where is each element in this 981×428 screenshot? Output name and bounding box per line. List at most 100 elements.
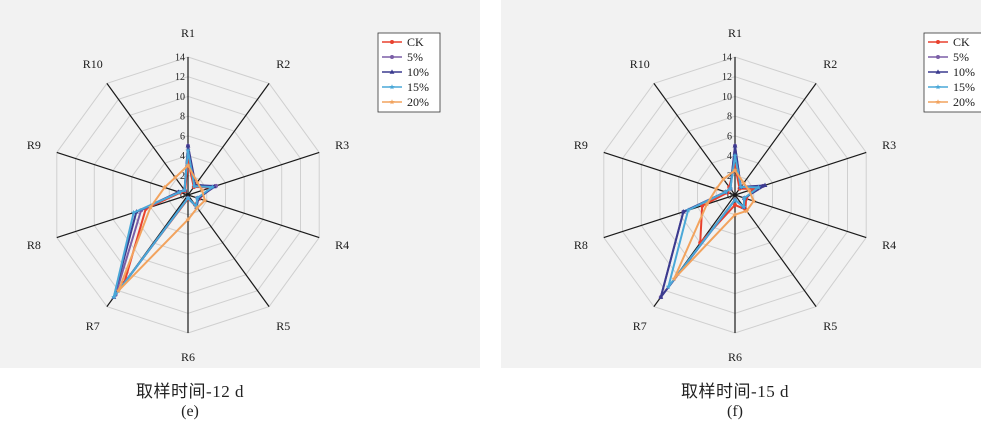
point-20pct [746, 187, 752, 193]
axis-label-r4: R4 [882, 238, 896, 252]
axis-label-r6: R6 [181, 350, 195, 364]
axis-labels: R1 R2 R3 R4 R5 R6 R7 R8 R9 R10 [27, 26, 349, 364]
spoke-r2 [734, 83, 817, 196]
spoke-r4 [734, 194, 867, 239]
legend-label-10pct: 10% [407, 65, 429, 79]
point-20pct [172, 174, 178, 180]
point-10pct [762, 182, 768, 188]
legend: CK5%10%15%20% [923, 32, 981, 113]
legend-marker-10pct [389, 69, 395, 74]
point-15pct [185, 147, 191, 153]
point-15pct [727, 185, 733, 191]
point-15pct [176, 189, 183, 195]
tick-label: 6 [727, 131, 732, 142]
spoke-r9 [603, 151, 736, 196]
spoke-r3 [187, 151, 320, 196]
point-20pct [194, 179, 200, 185]
point-20pct [732, 167, 738, 173]
spoke-r10 [653, 83, 736, 196]
radial-ticks: 0 2 4 6 8 10 12 14 [722, 53, 732, 202]
axis-label-r5: R5 [823, 319, 837, 333]
axis-label-r8: R8 [574, 238, 588, 252]
point-15pct [191, 183, 197, 189]
panel-label-f: (f) [727, 403, 743, 420]
legend-label-20pct: 20% [407, 95, 429, 109]
legend-marker-ck [936, 40, 940, 44]
tick-label: 4 [727, 151, 732, 162]
tick-label: 0 [180, 191, 185, 202]
axis-label-r5: R5 [276, 319, 290, 333]
spoke-r2 [187, 83, 270, 196]
spoke-r5 [187, 194, 270, 307]
legend-marker-20pct [389, 99, 395, 105]
point-15pct [665, 283, 671, 289]
point-20pct [743, 208, 750, 214]
legend-marker-10pct [935, 69, 941, 74]
panel-label-e: (e) [181, 403, 199, 420]
spoke-r4 [187, 194, 320, 239]
point-20pct [185, 216, 191, 222]
point-20pct [704, 201, 710, 207]
point-10pct [732, 143, 738, 148]
legend-label-20pct: 20% [953, 95, 975, 109]
tick-label: 2 [180, 171, 185, 182]
point-20pct [147, 204, 154, 210]
point-15pct [111, 294, 117, 300]
series-line-10pct [112, 144, 216, 299]
point-20pct [732, 211, 738, 217]
legend-label-ck: CK [953, 35, 970, 49]
point-20pct [741, 180, 747, 186]
point-20pct [671, 275, 677, 281]
tick-label: 12 [722, 72, 732, 83]
tick-label: 4 [180, 151, 185, 162]
axis-label-r1: R1 [728, 26, 742, 40]
tick-label: 8 [727, 112, 732, 123]
point-10pct [681, 209, 686, 214]
point-15pct [741, 195, 747, 201]
tick-label: 2 [727, 171, 732, 182]
point-20pct [185, 162, 191, 168]
point-15pct [209, 184, 215, 190]
point-15pct [741, 204, 747, 210]
spoke-r8 [603, 194, 736, 239]
tick-label: 6 [180, 131, 185, 142]
axis-label-r9: R9 [27, 138, 41, 152]
legend-label-15pct: 15% [953, 80, 975, 94]
point-15pct [732, 197, 738, 203]
spoke-r8 [56, 194, 189, 239]
legend-label-15pct: 15% [407, 80, 429, 94]
caption-f: 取样时间-15 d [681, 382, 789, 401]
point-20pct [720, 176, 727, 182]
series-line-5pct [114, 144, 218, 296]
axis-label-r3: R3 [882, 138, 896, 152]
legend-label-5pct: 5% [407, 50, 423, 64]
point-15pct [723, 189, 729, 195]
tick-label: 10 [175, 92, 185, 103]
axis-label-r9: R9 [574, 138, 588, 152]
point-15pct [738, 184, 744, 190]
point-20pct [751, 198, 757, 204]
axis-label-r2: R2 [823, 57, 837, 71]
axis-label-r8: R8 [27, 238, 41, 252]
axis-label-r7: R7 [86, 319, 100, 333]
axis-label-r2: R2 [276, 57, 290, 71]
spoke-r9 [56, 151, 189, 196]
point-15pct [185, 195, 191, 201]
radar-chart-f: 0 2 4 6 8 10 12 14 R1 R2 R3 R4 R5 R6 R7 R8 R9 R10 CK5%10%1… [574, 26, 981, 364]
axis-label-r6: R6 [728, 350, 742, 364]
caption-e: 取样时间-12 d [136, 382, 244, 401]
legend: CK5%10%15%20% [377, 32, 441, 113]
point-20pct [202, 197, 208, 203]
point-20pct [713, 186, 719, 192]
point-20pct [161, 184, 168, 190]
spoke-r10 [106, 83, 189, 196]
legend-marker-15pct [389, 84, 395, 90]
point-10pct [185, 143, 191, 148]
tick-label: 0 [727, 191, 732, 202]
tick-label: 10 [722, 92, 732, 103]
legend-marker-ck [390, 40, 394, 44]
point-ck [733, 202, 737, 207]
spoke-r5 [734, 194, 817, 307]
legend-label-10pct: 10% [953, 65, 975, 79]
